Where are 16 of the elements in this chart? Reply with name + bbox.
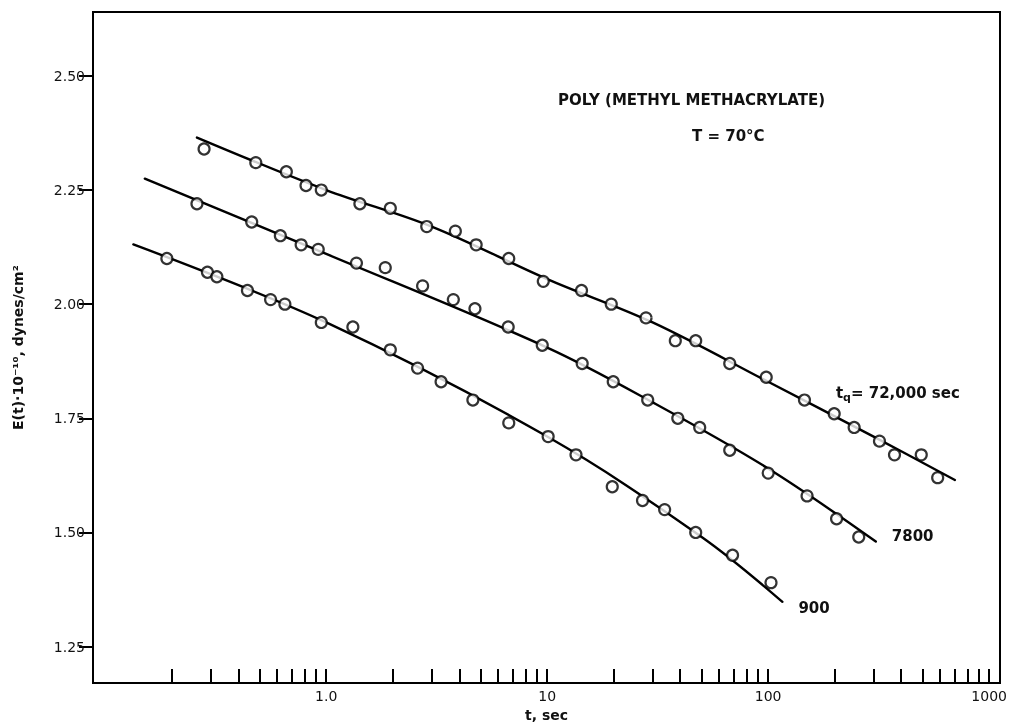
y-tick-label: 1.75	[53, 410, 85, 427]
x-axis-title: t, sec	[524, 707, 569, 723]
annotation: T = 70°C	[692, 126, 765, 145]
y-tick-label: 2.25	[53, 182, 85, 199]
y-tick-label: 1.50	[53, 524, 85, 541]
y-tick-label: 2.00	[53, 296, 85, 313]
x-tick-label: 100	[754, 688, 782, 705]
y-axis-title: E(t)·10⁻¹⁰, dynes/cm²	[10, 265, 26, 430]
x-tick-label: 10	[538, 688, 557, 705]
y-tick-label: 1.25	[53, 638, 85, 655]
series-label: 7800	[891, 526, 934, 545]
annotation: POLY (METHYL METHACRYLATE)	[558, 90, 826, 109]
x-tick-label: 1.0	[315, 688, 338, 705]
x-tick-label: 1000	[971, 688, 1007, 705]
series-label: 900	[798, 598, 830, 617]
y-tick-label: 2.50	[53, 67, 85, 84]
